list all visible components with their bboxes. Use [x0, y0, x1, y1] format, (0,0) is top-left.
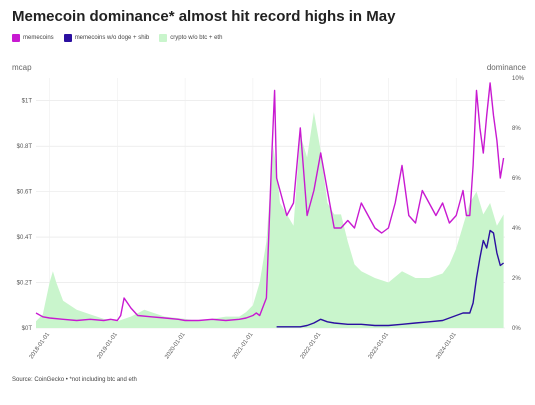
y-left-tick-label: $0.4T	[17, 235, 33, 241]
y-right-tick-label: 6%	[512, 176, 521, 182]
x-tick-label: 2023-01-01	[368, 331, 391, 360]
x-tick-label: 2019-01-01	[96, 331, 119, 360]
y-left-tick-label: $0T	[22, 326, 33, 332]
chart-legend: memecoins memecoins w/o doge + shib cryp…	[12, 34, 222, 42]
legend-label-crypto-wo-btc-eth: crypto w/o btc + eth	[170, 35, 223, 41]
legend-item-crypto-wo-btc-eth[interactable]: crypto w/o btc + eth	[159, 34, 222, 42]
y-axis-left-title: mcap	[12, 63, 32, 72]
series-line-memecoins-w-o-doge-shib	[276, 229, 505, 328]
x-tick-label: 2024-01-01	[435, 331, 458, 360]
x-tick-label: 2021-01-01	[232, 331, 255, 360]
legend-label-memecoins: memecoins	[23, 35, 54, 41]
legend-swatch-crypto-wo-btc-eth	[159, 34, 168, 42]
y-left-tick-label: $0.2T	[17, 281, 33, 287]
legend-label-memecoins-wo-doge-shib: memecoins w/o doge + shib	[74, 35, 150, 41]
legend-item-memecoins[interactable]: memecoins	[12, 34, 54, 42]
y-left-tick-label: $1T	[22, 99, 33, 105]
y-left-tick-label: $0.6T	[17, 190, 33, 196]
x-tick-label: 2020-01-01	[164, 331, 187, 360]
y-right-tick-label: 10%	[512, 76, 525, 82]
line-series-layer	[35, 82, 505, 328]
y-right-tick-label: 2%	[512, 276, 521, 282]
y-right-tick-label: 0%	[512, 326, 521, 332]
x-tick-label: 2018-01-01	[29, 331, 52, 360]
y-axis-right-title: dominance	[487, 63, 527, 72]
y-right-tick-label: 8%	[512, 126, 521, 132]
series-line-memecoins	[35, 82, 505, 322]
chart-title: Memecoin dominance* almost hit record hi…	[12, 8, 396, 25]
legend-swatch-memecoins-wo-doge-shib	[63, 34, 72, 42]
legend-item-memecoins-wo-doge-shib[interactable]: memecoins w/o doge + shib	[63, 34, 150, 42]
legend-swatch-memecoins	[12, 34, 20, 42]
source-note: Source: CoinGecko • *not including btc a…	[12, 377, 137, 383]
y-right-tick-label: 4%	[512, 226, 521, 232]
y-left-tick-label: $0.8T	[17, 144, 33, 150]
x-tick-label: 2022-01-01	[300, 331, 323, 360]
